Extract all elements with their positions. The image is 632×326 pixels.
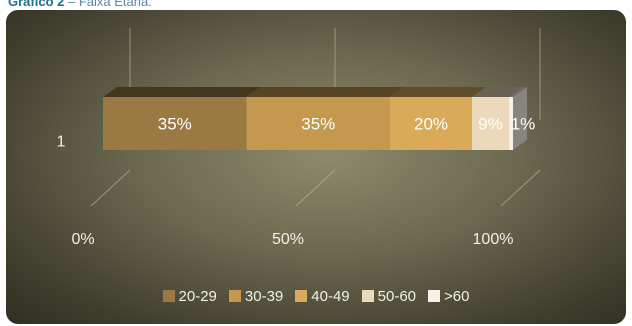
bar-top-20-29 <box>103 87 261 97</box>
legend-label: 50-60 <box>377 287 417 305</box>
data-label-20-29: 35% <box>158 115 192 134</box>
legend-item-30-39: 30-39 <box>228 287 284 305</box>
bar-segment-40-49 <box>390 97 472 150</box>
chart-legend: 20-29 30-39 40-49 50-60 >60 <box>6 286 626 306</box>
bar-segment-50-60 <box>472 97 509 150</box>
data-label-30-39: 35% <box>301 115 335 134</box>
legend-item->60: >60 <box>428 288 469 305</box>
legend-label: 20-29 <box>178 287 217 305</box>
bar-top-30-39 <box>246 87 404 97</box>
category-label-0: 1 <box>57 134 66 151</box>
chart-title: Gráfico 2 – Faixa Etária. <box>8 0 152 10</box>
legend-label: >60 <box>444 287 470 305</box>
data-label-50-60: 9% <box>478 115 503 134</box>
x-tick-label-2: 100% <box>473 231 514 248</box>
x-tick-label-0: 0% <box>71 231 94 248</box>
chart-title-rest: – Faixa Etária. <box>64 0 152 9</box>
bar-top-40-49 <box>390 87 486 97</box>
legend-swatch <box>295 290 308 302</box>
gridline-floor-0 <box>90 169 131 207</box>
bar-segment-20-29 <box>103 97 247 150</box>
bar-side-face <box>513 87 527 150</box>
chart-area: 0% 50% 100% 1 35% 35% 20% 9% 1% 20-29 30-39 40-49 5… <box>6 10 626 324</box>
legend-label: 30-39 <box>244 287 284 305</box>
bar-segment->60 <box>508 97 513 150</box>
legend-swatch <box>361 290 374 302</box>
chart-title-prefix: Gráfico 2 <box>8 0 65 9</box>
data-label->60: 1% <box>511 115 536 134</box>
legend-item-20-29: 20-29 <box>162 287 217 305</box>
x-tick-label-1: 50% <box>272 231 304 248</box>
bar-top->60 <box>508 87 527 97</box>
bar-top-50-60 <box>472 87 523 97</box>
legend-item-40-49: 40-49 <box>295 287 350 305</box>
legend-label: 40-49 <box>311 287 350 305</box>
gridline-floor-2 <box>500 169 541 207</box>
gridline-floor-1 <box>295 169 336 207</box>
legend-swatch <box>228 290 241 302</box>
legend-swatch <box>428 290 441 302</box>
stacked-bar-chart: 0% 50% 100% 1 35% 35% 20% 9% 1% <box>57 28 541 248</box>
bar-segment-30-39 <box>246 97 390 150</box>
data-label-40-49: 20% <box>414 115 448 134</box>
legend-swatch <box>162 290 175 302</box>
legend-item-50-60: 50-60 <box>361 287 417 305</box>
